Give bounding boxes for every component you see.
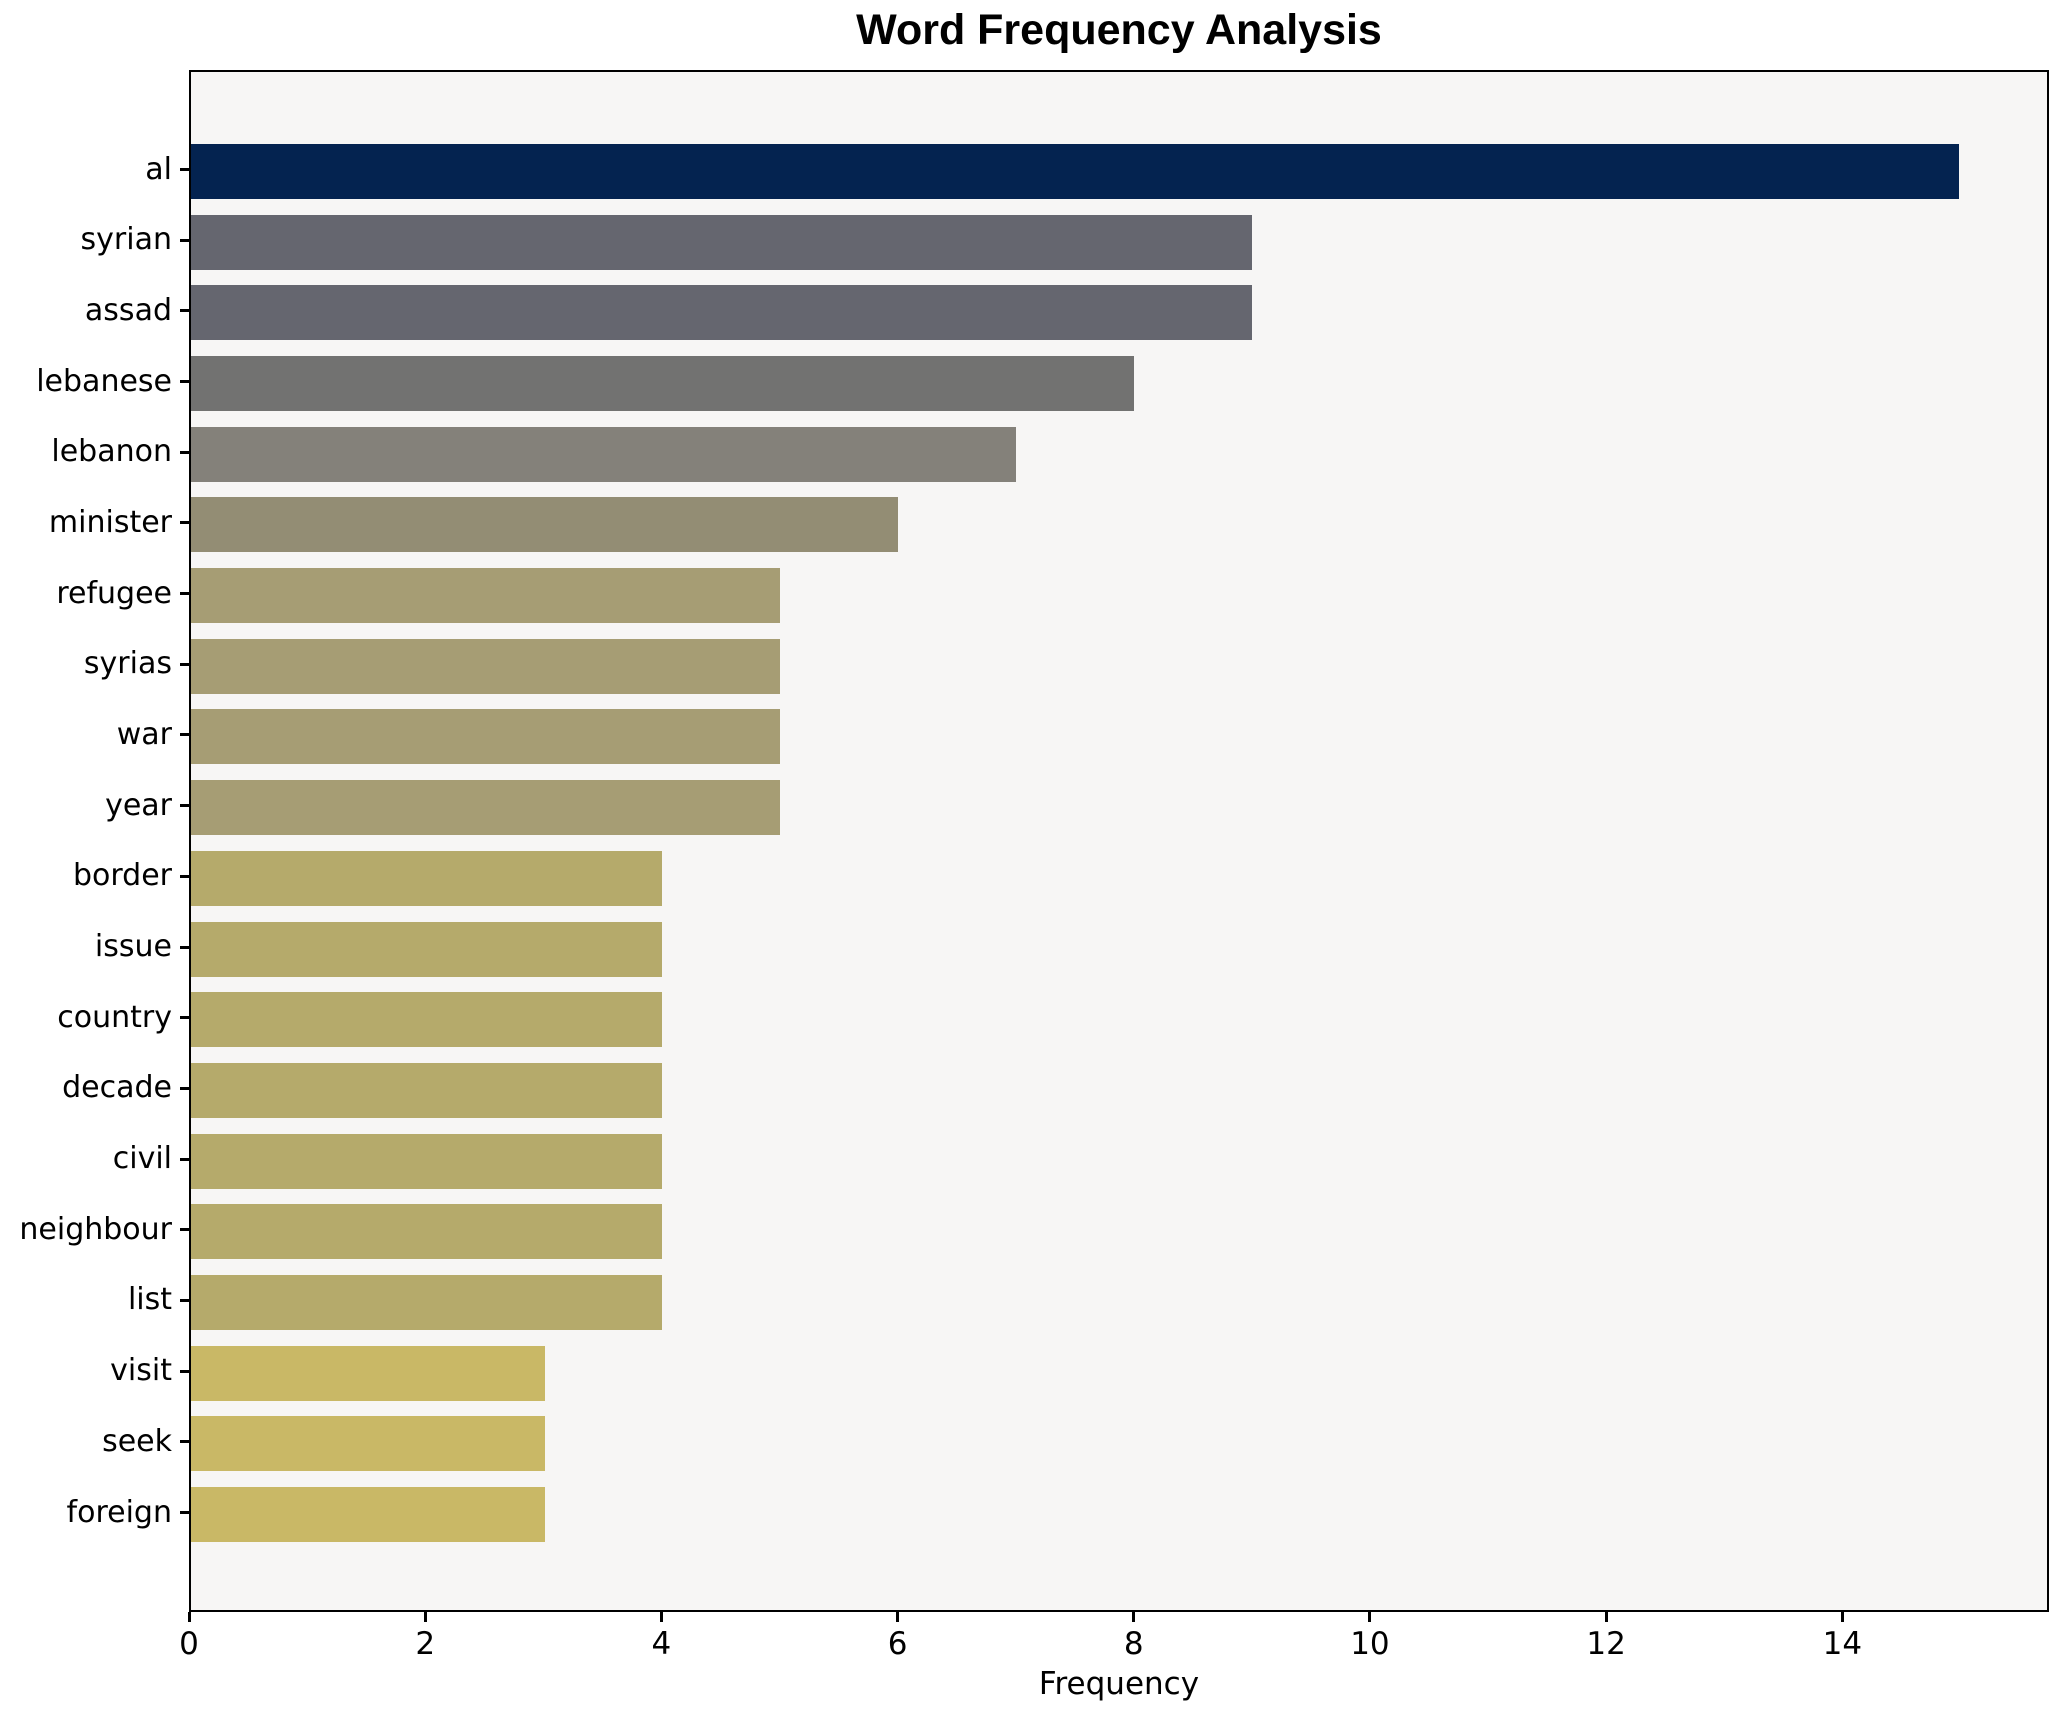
x-tick-label: 0 [179,1626,199,1662]
y-tick-mark [180,662,189,666]
bar-minister [191,497,899,553]
bar-decade [191,1062,663,1118]
y-tick-mark [180,1086,189,1090]
bar-syrias [191,638,781,694]
bar-country [191,992,663,1048]
y-tick-label: border [72,858,172,894]
y-tick-mark [180,945,189,949]
y-tick-mark [180,521,189,525]
y-tick-mark [180,1298,189,1302]
y-tick-mark [180,450,189,454]
y-tick-label: syrian [80,222,172,258]
y-tick-label: al [145,151,172,187]
bar-issue [191,921,663,977]
y-tick-mark [180,1157,189,1161]
y-tick-mark [180,592,189,596]
x-tick-label: 4 [651,1626,672,1662]
y-tick-label: list [127,1282,172,1318]
y-tick-label: lebanese [36,363,172,399]
bar-seek [191,1416,545,1472]
bar-lebanese [191,356,1134,412]
y-tick-label: assad [84,292,172,328]
bar-neighbour [191,1204,663,1260]
y-tick-label: syrias [83,646,172,682]
y-tick-mark [180,1440,189,1444]
bar-border [191,850,663,906]
y-tick-label: neighbour [19,1211,172,1247]
y-tick-label: issue [94,929,172,965]
bar-war [191,709,781,765]
y-tick-label: minister [48,504,172,540]
chart-title: Word Frequency Analysis [856,6,1382,54]
y-tick-mark [180,309,189,313]
y-tick-label: seek [102,1423,172,1459]
bar-civil [191,1133,663,1189]
y-tick-mark [180,168,189,171]
x-tick-mark [659,1612,663,1622]
x-tick-mark [1840,1612,1844,1622]
bar-refugee [191,568,781,624]
y-tick-label: foreign [66,1494,172,1530]
bar-lebanon [191,426,1016,482]
bar-al [191,144,1959,199]
bar-year [191,780,781,836]
x-tick-mark [187,1612,191,1622]
bar-foreign [191,1487,545,1542]
y-tick-mark [180,238,189,242]
bar-assad [191,285,1252,341]
y-tick-mark [180,380,189,384]
x-tick-label: 8 [1123,1626,1144,1662]
x-tick-mark [1604,1612,1608,1622]
x-tick-mark [896,1612,900,1622]
y-tick-mark [180,804,189,808]
y-tick-label: refugee [56,575,172,611]
y-tick-label: visit [110,1353,172,1389]
y-tick-mark [180,1016,189,1020]
plot-area [189,70,2049,1612]
y-tick-label: decade [62,1070,172,1106]
bar-list [191,1274,663,1330]
y-tick-label: war [116,716,172,752]
y-tick-label: country [57,999,172,1035]
x-tick-mark [1368,1612,1372,1622]
x-tick-mark [1132,1612,1136,1622]
y-tick-mark [180,874,189,878]
y-tick-mark [180,1511,189,1514]
y-tick-mark [180,733,189,737]
x-axis-title: Frequency [1038,1666,1200,1702]
x-tick-label: 2 [415,1626,436,1662]
bar-visit [191,1345,545,1401]
y-tick-label: civil [112,1141,172,1177]
y-tick-mark [180,1369,189,1373]
x-tick-label: 12 [1586,1626,1626,1662]
y-tick-mark [180,1228,189,1232]
x-tick-label: 10 [1350,1626,1390,1662]
x-tick-label: 6 [887,1626,908,1662]
y-tick-label: year [105,787,172,823]
x-tick-label: 14 [1822,1626,1863,1662]
x-tick-mark [423,1612,427,1622]
y-tick-label: lebanon [51,434,172,470]
bar-syrian [191,214,1252,270]
